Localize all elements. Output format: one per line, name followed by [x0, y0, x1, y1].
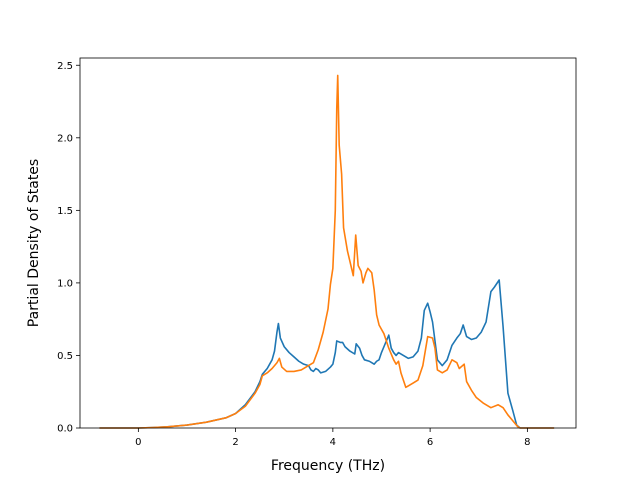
- y-axis-ticks: 0.0 0.5 1.0 1.5 2.0 2.5: [57, 61, 80, 435]
- series-line-2: [99, 74, 555, 429]
- y-axis-label: Partial Density of States: [26, 159, 42, 327]
- x-tick-label: 6: [427, 437, 433, 448]
- plot-lines: [99, 74, 555, 429]
- plot-frame: [79, 57, 577, 429]
- x-axis-label: Frequency (THz): [271, 458, 385, 474]
- x-axis-ticks: 0 2 4 6 8: [135, 428, 531, 448]
- y-tick-label: 0.0: [57, 424, 73, 435]
- y-tick-label: 1.0: [57, 278, 73, 289]
- series-line-1: [99, 279, 555, 429]
- y-tick-label: 2.5: [57, 61, 73, 72]
- x-tick-label: 8: [524, 437, 530, 448]
- x-tick-label: 4: [330, 437, 336, 448]
- y-tick-label: 0.5: [57, 351, 73, 362]
- y-tick-label: 2.0: [57, 133, 73, 144]
- x-tick-label: 2: [232, 437, 238, 448]
- x-tick-label: 0: [135, 437, 141, 448]
- y-tick-label: 1.5: [57, 206, 73, 217]
